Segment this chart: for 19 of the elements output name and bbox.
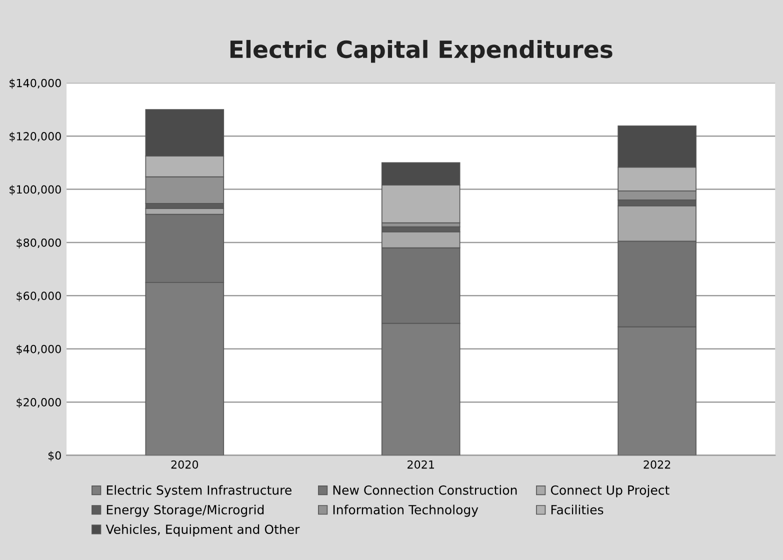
y-tick-label: $40,000 [16, 344, 61, 355]
y-tick-label: $20,000 [16, 398, 61, 408]
x-tick-label: 2021 [408, 460, 434, 469]
x-tick-label: 2022 [644, 460, 670, 469]
chart-title: Electric Capital Expenditures [230, 40, 612, 63]
x-tick-label: 2020 [171, 460, 198, 469]
legend-label: Connect Up Project [550, 485, 670, 498]
y-tick-label: $80,000 [16, 238, 61, 248]
legend-label: Energy Storage/Microgrid [106, 504, 264, 517]
legend-label: New Connection Construction [333, 485, 517, 495]
y-tick-label: $0 [48, 451, 61, 462]
legend-label: Electric System Infrastructure [106, 485, 292, 498]
legend-label: Facilities [551, 504, 604, 514]
y-tick-label: $140,000 [10, 78, 61, 89]
y-tick-label: $60,000 [16, 291, 61, 302]
y-tick-label: $100,000 [10, 185, 61, 196]
legend-label: Vehicles, Equipment and Other [106, 524, 300, 536]
legend-label: Information Technology [333, 504, 478, 517]
y-tick-label: $120,000 [10, 132, 61, 142]
